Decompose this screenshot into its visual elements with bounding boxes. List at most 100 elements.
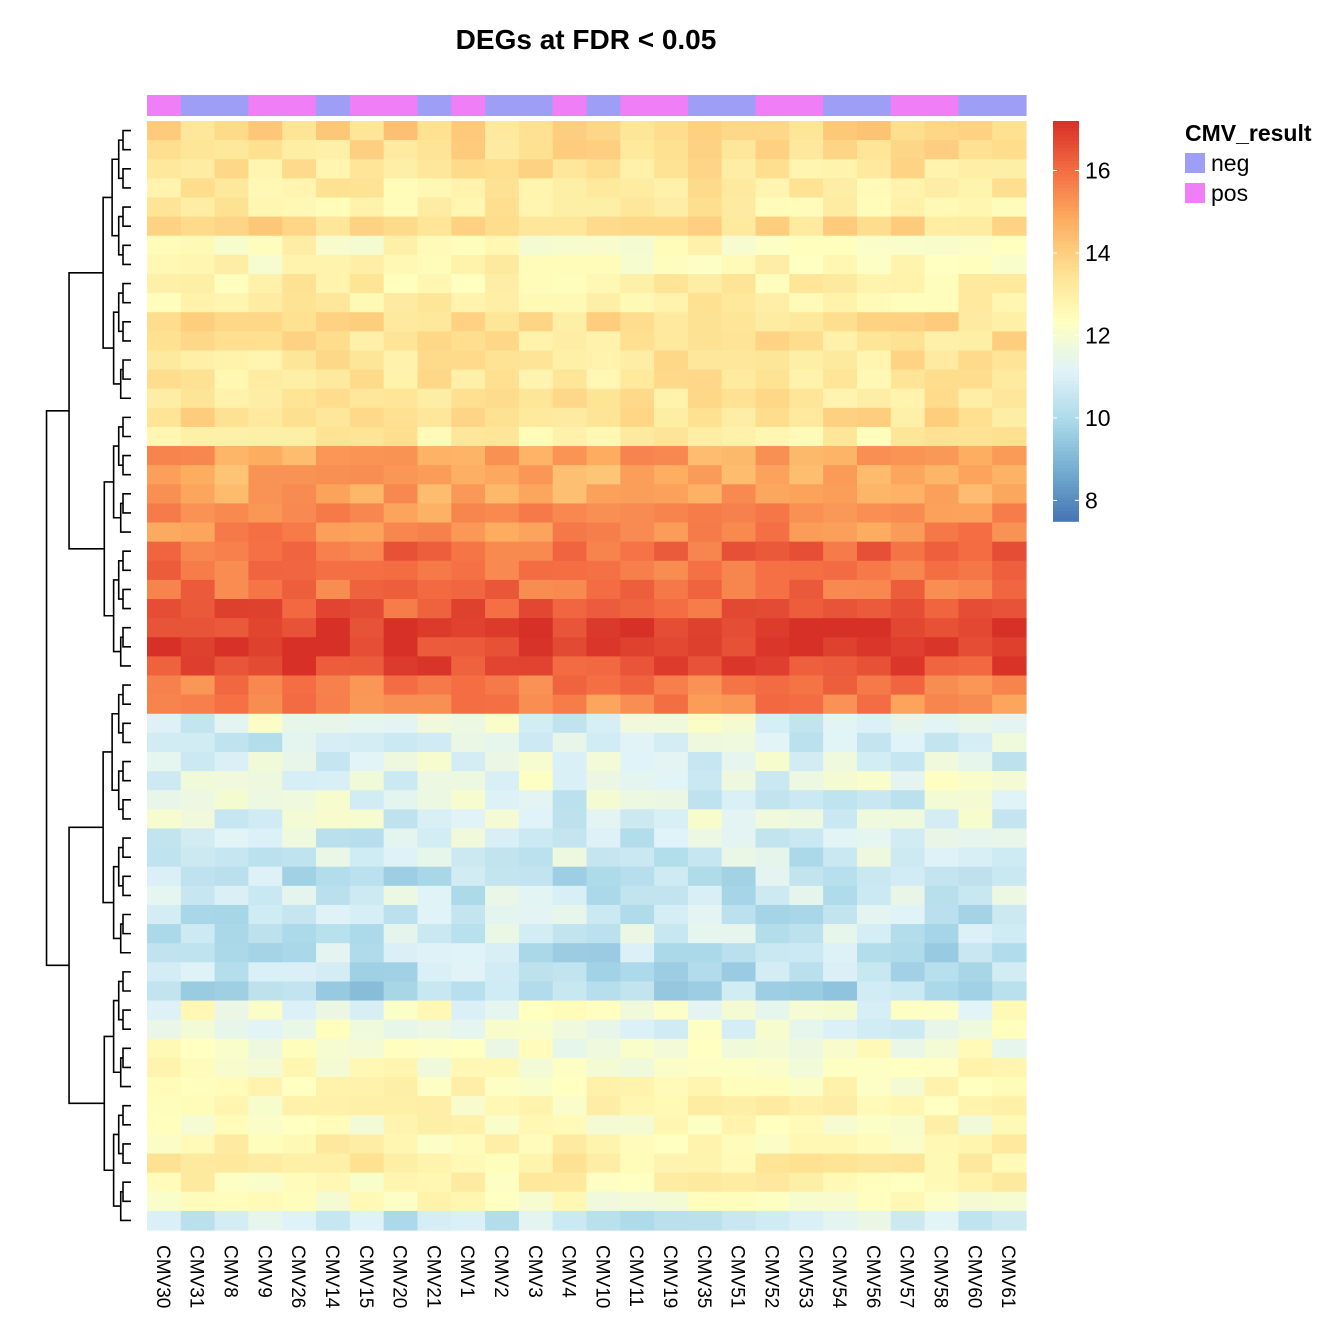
heatmap-cell bbox=[485, 159, 520, 179]
color-scale-segment bbox=[1053, 421, 1079, 426]
heatmap-cell bbox=[755, 503, 790, 524]
color-scale-segment bbox=[1053, 257, 1079, 262]
heatmap-cell bbox=[789, 675, 824, 696]
heatmap-cell bbox=[552, 1134, 588, 1155]
heatmap-cell bbox=[687, 312, 723, 332]
heatmap-cell bbox=[789, 1172, 824, 1193]
heatmap-cell bbox=[654, 388, 689, 409]
heatmap-cell bbox=[789, 771, 824, 791]
heatmap-cell bbox=[823, 809, 858, 830]
heatmap-cell bbox=[485, 216, 520, 237]
heatmap-cell bbox=[856, 751, 892, 772]
heatmap-cell bbox=[451, 962, 486, 983]
heatmap-cell bbox=[958, 312, 993, 332]
heatmap-cell bbox=[924, 273, 959, 294]
dendrogram-branch bbox=[117, 559, 124, 600]
heatmap-cell bbox=[620, 579, 655, 600]
heatmap-cell bbox=[890, 197, 926, 218]
dendrogram-branch bbox=[112, 865, 121, 940]
heatmap-cell bbox=[485, 1000, 520, 1021]
heatmap-cell bbox=[248, 924, 283, 944]
heatmap-cell bbox=[755, 369, 790, 390]
heatmap-cell bbox=[924, 465, 959, 485]
heatmap-cell bbox=[755, 388, 790, 409]
heatmap-cell bbox=[147, 579, 182, 600]
color-scale-segment bbox=[1053, 134, 1079, 139]
annotation-cell bbox=[586, 95, 621, 116]
heatmap-cell bbox=[349, 560, 385, 581]
heatmap-cell bbox=[485, 178, 520, 199]
heatmap-cell bbox=[620, 809, 655, 830]
dendrogram-branch bbox=[122, 837, 131, 858]
heatmap-cell bbox=[552, 331, 588, 352]
heatmap-cell bbox=[282, 446, 317, 466]
color-scale-segment bbox=[1053, 414, 1079, 419]
heatmap-cell bbox=[282, 771, 317, 791]
heatmap-cell bbox=[383, 1172, 419, 1193]
heatmap-cell bbox=[417, 981, 452, 1002]
heatmap-cell bbox=[485, 254, 520, 275]
annotation-cell bbox=[789, 95, 824, 116]
color-scale-segment bbox=[1053, 424, 1079, 429]
heatmap-cell bbox=[552, 350, 588, 371]
heatmap-cell bbox=[890, 1057, 926, 1078]
color-scale-segment bbox=[1053, 157, 1079, 162]
heatmap-cell bbox=[383, 541, 419, 562]
heatmap-cell bbox=[282, 121, 317, 141]
heatmap-cell bbox=[282, 216, 317, 237]
heatmap-cell bbox=[383, 1000, 419, 1021]
heatmap-cell bbox=[316, 197, 351, 218]
heatmap-cell bbox=[282, 178, 317, 199]
heatmap-cell bbox=[958, 331, 993, 352]
heatmap-cell bbox=[687, 1000, 723, 1021]
heatmap-cell bbox=[789, 465, 824, 485]
heatmap-cell bbox=[789, 426, 824, 447]
heatmap-cell bbox=[721, 1172, 757, 1193]
heatmap-cell bbox=[586, 943, 621, 963]
heatmap-cell bbox=[282, 426, 317, 447]
dendrogram-branch bbox=[117, 770, 124, 811]
heatmap-cell bbox=[147, 809, 182, 830]
heatmap-cell bbox=[992, 1134, 1027, 1155]
heatmap-cell bbox=[518, 369, 554, 390]
heatmap-cell bbox=[147, 273, 182, 294]
heatmap-cell bbox=[349, 465, 385, 485]
heatmap-cell bbox=[417, 331, 452, 352]
heatmap-cell bbox=[451, 618, 486, 638]
heatmap-cell bbox=[687, 1134, 723, 1155]
heatmap-cell bbox=[924, 1210, 959, 1231]
heatmap-cell bbox=[654, 273, 689, 294]
heatmap-cell bbox=[417, 828, 452, 849]
heatmap-cell bbox=[687, 331, 723, 352]
color-scale-segment bbox=[1053, 167, 1079, 172]
heatmap-cell bbox=[147, 1057, 182, 1078]
heatmap-cell bbox=[552, 1115, 588, 1135]
heatmap-cell bbox=[552, 866, 588, 887]
heatmap-cell bbox=[687, 675, 723, 696]
heatmap-cell bbox=[147, 828, 182, 849]
heatmap-cell bbox=[687, 1077, 723, 1097]
heatmap-cell bbox=[147, 924, 182, 944]
heatmap-cell bbox=[147, 235, 182, 256]
column-label: CMV56 bbox=[862, 1245, 883, 1308]
heatmap-cell bbox=[992, 579, 1027, 600]
heatmap-cell bbox=[485, 790, 520, 810]
heatmap-cell bbox=[789, 178, 824, 199]
column-label: CMV8 bbox=[220, 1245, 241, 1298]
heatmap-cell bbox=[890, 599, 926, 619]
heatmap-cell bbox=[214, 713, 250, 734]
heatmap-cell bbox=[958, 1019, 993, 1040]
heatmap-cell bbox=[552, 503, 588, 524]
heatmap-cell bbox=[755, 962, 790, 983]
heatmap-cell bbox=[890, 541, 926, 562]
heatmap-cell bbox=[180, 465, 216, 485]
heatmap-cell bbox=[552, 140, 588, 160]
column-label: CMV15 bbox=[355, 1245, 376, 1308]
color-scale-segment bbox=[1053, 367, 1079, 372]
heatmap-cell bbox=[654, 446, 689, 466]
heatmap-cell bbox=[248, 771, 283, 791]
heatmap-cell bbox=[214, 771, 250, 791]
heatmap-cell bbox=[147, 1115, 182, 1135]
heatmap-cell bbox=[383, 1038, 419, 1059]
heatmap-cell bbox=[518, 293, 554, 313]
